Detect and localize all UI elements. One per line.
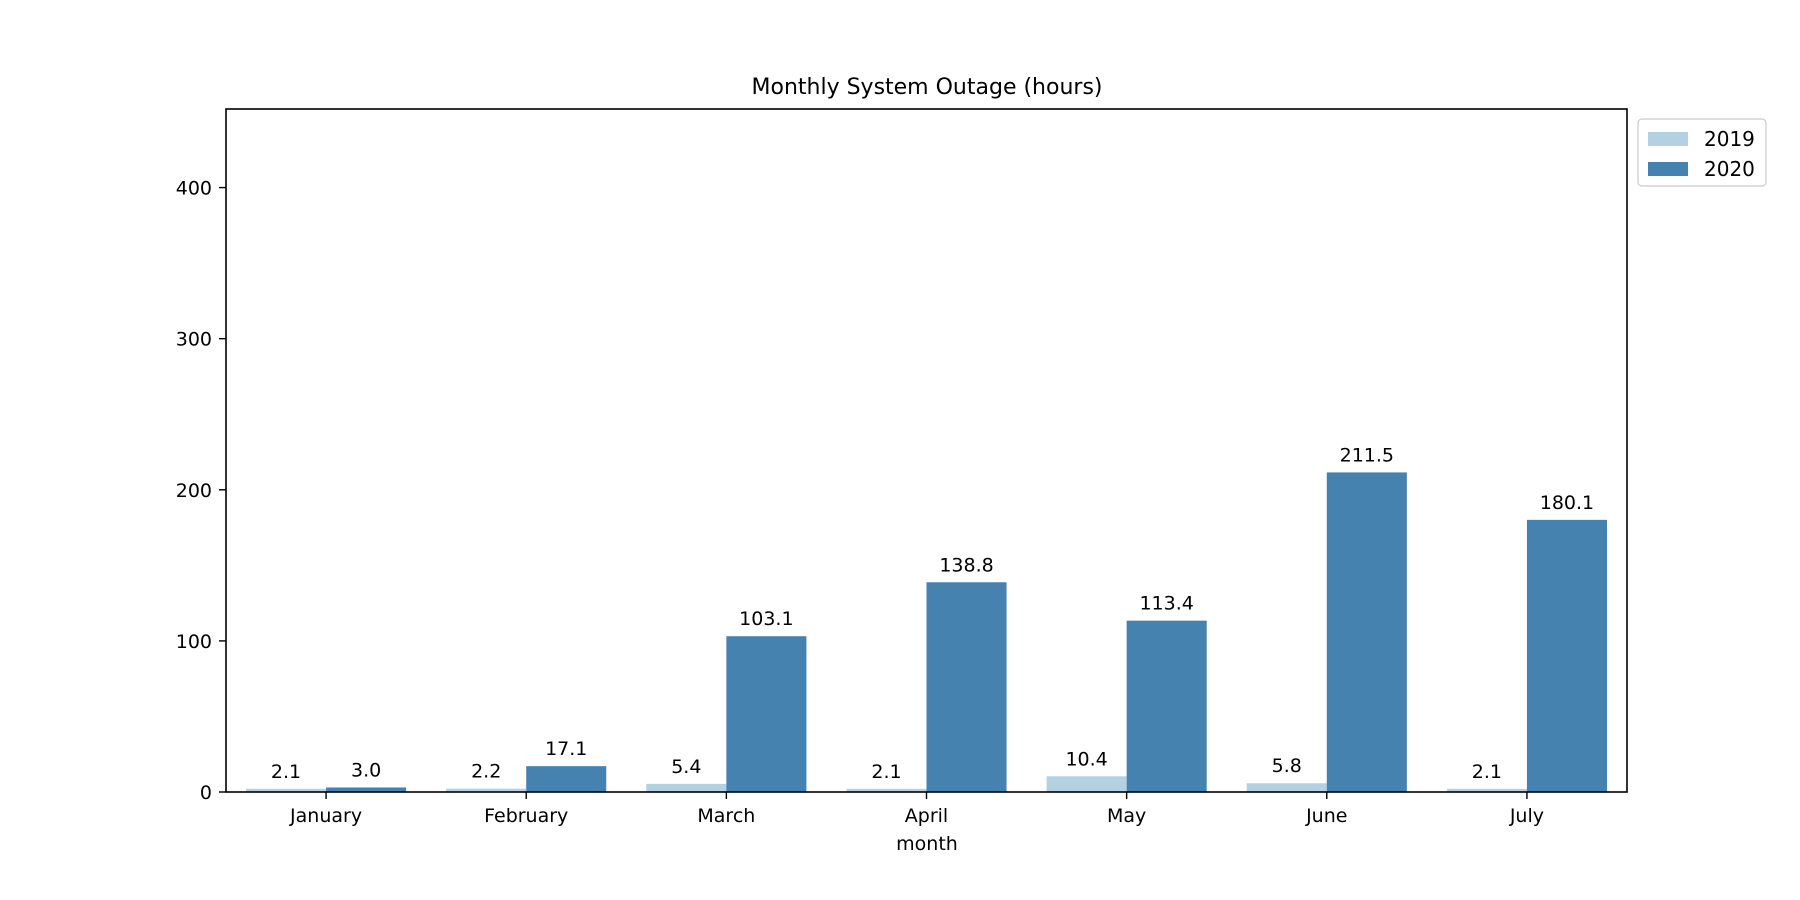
data-label: 10.4 bbox=[1065, 748, 1107, 770]
x-tick-label: February bbox=[484, 805, 568, 827]
bar-2019-april bbox=[846, 788, 927, 792]
x-tick-label: June bbox=[1305, 805, 1347, 827]
bar-2019-february bbox=[446, 788, 527, 792]
y-tick-label: 200 bbox=[176, 480, 212, 502]
x-tick-label: April bbox=[905, 805, 948, 827]
data-label: 5.8 bbox=[1272, 755, 1302, 777]
bar-2020-july bbox=[1526, 519, 1607, 792]
bar-2019-march bbox=[646, 783, 727, 792]
legend-swatch-2019 bbox=[1648, 132, 1688, 146]
data-label: 3.0 bbox=[351, 759, 381, 781]
legend-label-2020: 2020 bbox=[1704, 157, 1755, 181]
bar-2019-january bbox=[246, 788, 327, 792]
plot-frame bbox=[225, 108, 1628, 793]
bar-2020-january bbox=[326, 787, 407, 792]
plot-area: 0 100 200 300 400 2.1 3.0 January 2.2 17.1 Februar… bbox=[176, 178, 1607, 827]
data-label: 2.1 bbox=[271, 761, 301, 783]
data-label: 2.2 bbox=[471, 761, 501, 783]
legend-swatch-2020 bbox=[1648, 162, 1688, 176]
data-label: 17.1 bbox=[545, 738, 587, 760]
data-label: 5.4 bbox=[671, 756, 701, 778]
bar-2020-may bbox=[1126, 620, 1207, 792]
chart-title: Monthly System Outage (hours) bbox=[752, 75, 1103, 100]
data-label: 103.1 bbox=[739, 608, 793, 630]
legend: 2019 2020 bbox=[1637, 118, 1767, 187]
bar-2020-march bbox=[726, 636, 807, 792]
data-label: 2.1 bbox=[1472, 761, 1502, 783]
bar-2019-may bbox=[1046, 776, 1127, 792]
data-label: 211.5 bbox=[1340, 444, 1394, 466]
data-label: 180.1 bbox=[1540, 492, 1594, 514]
bar-2019-july bbox=[1446, 788, 1527, 792]
y-tick-label: 100 bbox=[176, 631, 212, 653]
bar-2020-february bbox=[526, 766, 607, 792]
y-tick-label: 300 bbox=[176, 329, 212, 351]
bar-2019-june bbox=[1246, 783, 1327, 792]
x-tick-label: July bbox=[1509, 805, 1544, 827]
bar-2020-april bbox=[926, 582, 1007, 792]
x-axis-label: month bbox=[896, 833, 958, 855]
data-label: 113.4 bbox=[1139, 593, 1193, 615]
y-tick-label: 400 bbox=[176, 178, 212, 200]
legend-label-2019: 2019 bbox=[1704, 127, 1755, 151]
y-tick-label: 0 bbox=[200, 782, 212, 804]
bar-2020-june bbox=[1326, 472, 1407, 792]
data-label: 2.1 bbox=[871, 761, 901, 783]
x-tick-label: March bbox=[697, 805, 755, 827]
x-tick-label: May bbox=[1107, 805, 1146, 827]
x-tick-label: January bbox=[289, 805, 362, 827]
data-label: 138.8 bbox=[939, 554, 993, 576]
